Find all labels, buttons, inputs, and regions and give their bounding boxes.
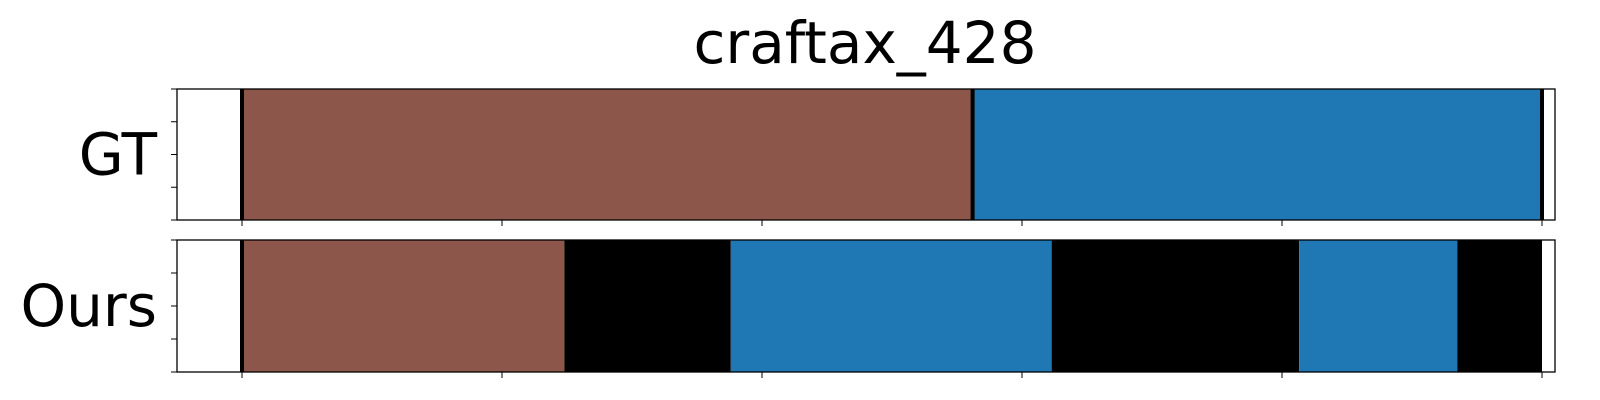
segment-bar-ours-1: [564, 240, 731, 372]
chart-panels: GT Ours: [21, 88, 1556, 378]
segment-bar-gt-0: [242, 89, 973, 220]
segment-bar-gt-1: [972, 89, 1542, 220]
segment-bar-ours-3: [1051, 240, 1300, 372]
chart-title: craftax_428: [694, 9, 1037, 77]
segment-bar-ours-0: [242, 240, 565, 372]
row-label-ours: Ours: [21, 272, 157, 340]
segment-bar-ours-2: [730, 240, 1052, 372]
row-label-gt: GT: [79, 121, 158, 189]
segment-bar-ours-4: [1299, 240, 1458, 372]
segment-bar-ours-5: [1457, 240, 1542, 372]
